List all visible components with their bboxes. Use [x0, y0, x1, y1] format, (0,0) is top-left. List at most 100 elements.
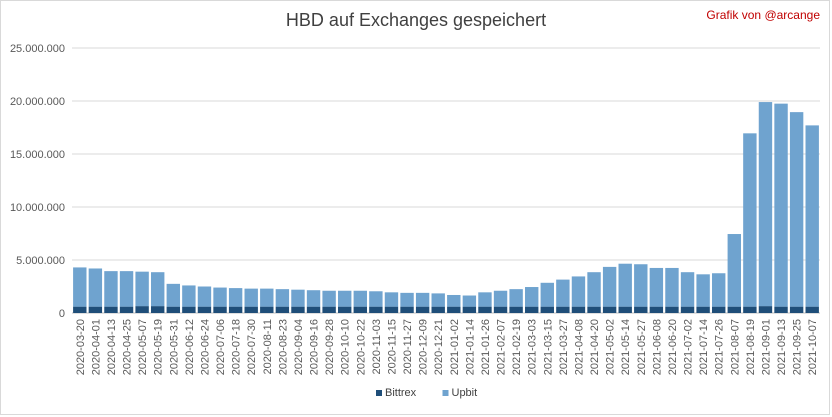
bar-upbit — [322, 290, 336, 307]
bar-bittrex — [680, 306, 695, 313]
bar-bittrex — [665, 306, 679, 313]
bar-bittrex — [587, 306, 601, 313]
bar-upbit — [509, 289, 523, 307]
bar-upbit — [151, 272, 165, 307]
bar-upbit — [119, 271, 134, 307]
bar-upbit — [727, 234, 741, 307]
bar-bittrex — [306, 306, 321, 313]
bar-upbit — [275, 289, 290, 307]
y-tick-label: 20.000.000 — [10, 96, 65, 108]
bar-upbit — [353, 290, 367, 307]
bar-bittrex — [244, 306, 258, 313]
bar-bittrex — [525, 306, 539, 313]
x-tick-label: 2021-01-14 — [464, 319, 476, 375]
x-tick-label: 2021-09-13 — [776, 319, 788, 375]
y-tick-label: 10.000.000 — [10, 202, 65, 214]
x-tick-label: 2021-04-20 — [589, 319, 601, 375]
x-tick-label: 2020-08-23 — [277, 319, 289, 375]
bar-upbit — [634, 264, 648, 307]
bar-upbit — [462, 295, 477, 307]
bar-bittrex — [602, 306, 617, 313]
x-tick-label: 2020-09-16 — [309, 319, 321, 375]
x-tick-label: 2021-01-26 — [480, 319, 492, 375]
x-tick-label: 2021-09-01 — [760, 319, 772, 375]
bar-bittrex — [462, 306, 477, 313]
x-tick-label: 2020-04-13 — [106, 319, 118, 375]
bar-bittrex — [291, 306, 305, 313]
x-tick-label: 2021-04-08 — [573, 319, 585, 375]
bar-bittrex — [712, 306, 726, 313]
bar-upbit — [306, 290, 321, 307]
x-tick-label: 2021-10-07 — [807, 319, 819, 375]
bar-upbit — [244, 288, 258, 307]
bar-bittrex — [618, 306, 632, 313]
x-tick-label: 2020-12-21 — [433, 319, 445, 375]
x-tick-label: 2020-05-31 — [168, 319, 180, 375]
bar-bittrex — [774, 306, 788, 313]
bar-upbit — [743, 133, 757, 307]
bar-upbit — [540, 282, 554, 307]
bar-upbit — [88, 268, 103, 307]
bar-bittrex — [805, 306, 819, 313]
legend-swatch — [376, 390, 382, 396]
x-tick-label: 2021-07-14 — [698, 319, 710, 375]
bar-bittrex — [571, 306, 586, 313]
x-tick-label: 2020-05-07 — [137, 319, 149, 375]
y-tick-label: 25.000.000 — [10, 43, 65, 55]
bar-upbit — [774, 103, 788, 307]
bar-upbit — [400, 292, 414, 307]
y-tick-label: 15.000.000 — [10, 149, 65, 161]
x-tick-label: 2021-08-07 — [729, 319, 741, 375]
bar-upbit — [758, 102, 773, 307]
bar-upbit — [649, 267, 664, 307]
bar-bittrex — [447, 306, 461, 313]
bar-bittrex — [400, 306, 414, 313]
bar-upbit — [415, 292, 430, 307]
x-tick-label: 2021-03-15 — [542, 319, 554, 375]
bar-bittrex — [213, 306, 227, 313]
bar-bittrex — [540, 306, 554, 313]
x-tick-label: 2021-02-19 — [511, 319, 523, 375]
bar-upbit — [571, 276, 586, 307]
x-tick-label: 2020-11-27 — [402, 319, 414, 374]
bar-upbit — [228, 288, 243, 307]
x-tick-label: 2020-11-15 — [386, 319, 398, 374]
bar-bittrex — [431, 306, 445, 313]
bar-bittrex — [758, 306, 773, 313]
bar-bittrex — [182, 306, 196, 313]
x-tick-label: 2021-07-02 — [683, 319, 695, 375]
bar-bittrex — [743, 306, 757, 313]
x-tick-label: 2021-05-27 — [636, 319, 648, 375]
bar-bittrex — [634, 306, 648, 313]
x-tick-label: 2021-03-03 — [527, 319, 539, 375]
bar-upbit — [384, 292, 399, 307]
bar-bittrex — [151, 306, 165, 313]
bar-upbit — [556, 279, 570, 307]
x-tick-label: 2020-08-11 — [262, 319, 274, 374]
bar-upbit — [602, 266, 617, 307]
bar-upbit — [680, 272, 695, 307]
x-tick-label: 2020-09-28 — [324, 319, 336, 375]
bar-upbit — [447, 294, 461, 307]
x-tick-label: 2020-06-12 — [184, 319, 196, 375]
bar-bittrex — [197, 306, 212, 313]
bar-upbit — [135, 271, 149, 307]
bar-bittrex — [260, 306, 274, 313]
bar-bittrex — [789, 306, 804, 313]
bar-upbit — [525, 287, 539, 307]
bar-bittrex — [88, 306, 103, 313]
x-tick-label: 2021-09-25 — [792, 319, 804, 375]
y-tick-label: 5.000.000 — [16, 255, 65, 267]
x-tick-label: 2021-05-02 — [605, 319, 617, 375]
legend-label: Upbit — [452, 387, 478, 399]
bar-bittrex — [166, 306, 180, 313]
x-tick-label: 2020-07-18 — [231, 319, 243, 375]
bar-upbit — [789, 112, 804, 307]
x-tick-label: 2020-10-10 — [340, 319, 352, 375]
bar-bittrex — [727, 306, 741, 313]
bar-bittrex — [509, 306, 523, 313]
bar-bittrex — [135, 306, 149, 313]
x-tick-label: 2020-10-22 — [355, 319, 367, 375]
bar-upbit — [478, 292, 492, 307]
bar-bittrex — [228, 306, 243, 313]
